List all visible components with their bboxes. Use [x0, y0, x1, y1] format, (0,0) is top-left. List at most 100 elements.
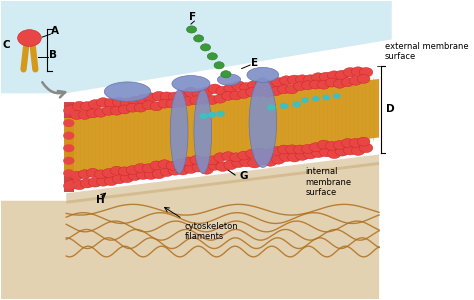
Circle shape — [264, 80, 277, 89]
Circle shape — [208, 112, 216, 118]
Circle shape — [349, 138, 362, 147]
Circle shape — [325, 141, 338, 150]
Circle shape — [310, 143, 322, 152]
Circle shape — [343, 146, 357, 155]
Circle shape — [318, 80, 330, 89]
Text: C: C — [3, 40, 10, 50]
Circle shape — [73, 180, 86, 190]
Circle shape — [311, 73, 325, 82]
Circle shape — [351, 146, 365, 155]
Text: D: D — [386, 104, 395, 114]
Circle shape — [319, 147, 333, 157]
Circle shape — [311, 148, 325, 158]
Text: cytoskeleton
filaments: cytoskeleton filaments — [184, 222, 238, 241]
Circle shape — [341, 78, 354, 87]
Circle shape — [63, 119, 74, 127]
Circle shape — [134, 103, 147, 112]
Circle shape — [206, 156, 219, 165]
Circle shape — [184, 87, 198, 97]
Circle shape — [333, 140, 346, 149]
Circle shape — [359, 68, 373, 77]
Circle shape — [214, 94, 227, 103]
Circle shape — [336, 70, 349, 80]
Polygon shape — [0, 1, 392, 93]
Circle shape — [255, 155, 269, 165]
Circle shape — [240, 157, 253, 167]
Circle shape — [310, 80, 322, 89]
Circle shape — [319, 72, 333, 82]
Circle shape — [186, 26, 197, 33]
Circle shape — [182, 157, 195, 166]
Circle shape — [71, 110, 83, 119]
Circle shape — [168, 92, 182, 102]
Text: A: A — [51, 26, 59, 35]
Circle shape — [333, 79, 346, 88]
Circle shape — [293, 145, 306, 154]
Circle shape — [128, 171, 142, 181]
Circle shape — [64, 180, 78, 189]
Polygon shape — [64, 102, 74, 192]
Circle shape — [285, 145, 298, 154]
Circle shape — [285, 85, 298, 94]
Circle shape — [134, 164, 147, 172]
Circle shape — [104, 176, 118, 186]
Circle shape — [118, 167, 131, 176]
Circle shape — [63, 182, 74, 190]
Circle shape — [64, 105, 78, 115]
Circle shape — [349, 76, 362, 85]
Circle shape — [357, 137, 370, 146]
Circle shape — [325, 78, 338, 87]
Circle shape — [224, 83, 237, 93]
Circle shape — [301, 81, 314, 90]
Circle shape — [112, 174, 126, 184]
Circle shape — [230, 91, 243, 100]
Circle shape — [254, 88, 266, 96]
Circle shape — [262, 88, 274, 97]
Circle shape — [176, 90, 190, 100]
Text: E: E — [251, 58, 258, 68]
Circle shape — [158, 160, 171, 169]
Circle shape — [86, 168, 99, 177]
Circle shape — [328, 71, 341, 80]
Polygon shape — [66, 154, 379, 204]
Circle shape — [255, 78, 269, 88]
Circle shape — [63, 169, 74, 177]
Circle shape — [208, 161, 221, 170]
Circle shape — [144, 93, 158, 102]
Circle shape — [222, 152, 235, 161]
Circle shape — [144, 170, 158, 179]
Circle shape — [89, 178, 102, 187]
Polygon shape — [0, 162, 379, 299]
Circle shape — [216, 111, 225, 117]
Circle shape — [110, 166, 123, 175]
Circle shape — [150, 102, 163, 111]
Circle shape — [71, 171, 83, 180]
Circle shape — [174, 98, 187, 107]
Circle shape — [166, 99, 179, 108]
Circle shape — [254, 148, 266, 157]
Circle shape — [81, 102, 94, 111]
Circle shape — [301, 98, 309, 103]
Ellipse shape — [172, 76, 210, 92]
Circle shape — [120, 98, 134, 108]
Text: G: G — [239, 171, 248, 181]
Circle shape — [63, 157, 74, 165]
Circle shape — [96, 98, 110, 107]
Circle shape — [192, 162, 206, 172]
Circle shape — [136, 94, 150, 104]
Circle shape — [280, 76, 293, 86]
Circle shape — [216, 86, 229, 96]
Circle shape — [158, 99, 171, 108]
Circle shape — [200, 87, 213, 96]
Text: external membrane
surface: external membrane surface — [384, 42, 468, 62]
Circle shape — [280, 152, 293, 162]
Polygon shape — [66, 79, 379, 176]
Circle shape — [184, 164, 198, 173]
Circle shape — [232, 158, 246, 168]
Ellipse shape — [194, 90, 212, 173]
Circle shape — [128, 96, 142, 106]
Circle shape — [272, 154, 285, 164]
Circle shape — [201, 44, 210, 51]
Circle shape — [343, 68, 357, 77]
Circle shape — [150, 161, 163, 170]
